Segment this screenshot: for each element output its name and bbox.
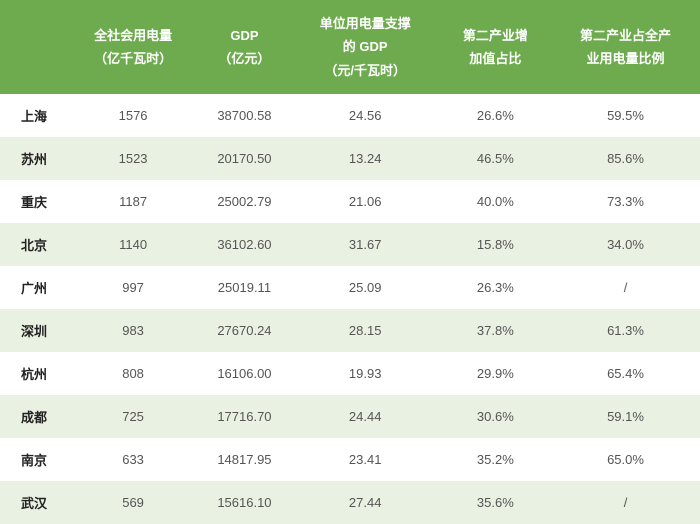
cell-power: 1187 <box>68 180 198 223</box>
cell-city: 武汉 <box>0 481 68 524</box>
col-sec-ind-power: 第二产业占全产业用电量比例 <box>551 0 700 94</box>
cell-power: 1523 <box>68 137 198 180</box>
cell-gdp-per-kwh: 19.93 <box>291 352 440 395</box>
cell-power: 725 <box>68 395 198 438</box>
table-row: 成都72517716.7024.4430.6%59.1% <box>0 395 700 438</box>
cell-sec-ind-power: 73.3% <box>551 180 700 223</box>
cell-sec-ind-power: 61.3% <box>551 309 700 352</box>
cell-power: 983 <box>68 309 198 352</box>
cell-sec-ind-share: 35.2% <box>440 438 551 481</box>
cell-sec-ind-share: 29.9% <box>440 352 551 395</box>
cell-gdp: 36102.60 <box>198 223 291 266</box>
cell-city: 广州 <box>0 266 68 309</box>
table-row: 北京114036102.6031.6715.8%34.0% <box>0 223 700 266</box>
table-row: 广州99725019.1125.0926.3%/ <box>0 266 700 309</box>
cell-gdp: 25002.79 <box>198 180 291 223</box>
cell-gdp: 17716.70 <box>198 395 291 438</box>
cell-city: 北京 <box>0 223 68 266</box>
cell-gdp: 38700.58 <box>198 94 291 137</box>
col-city <box>0 0 68 94</box>
cell-city: 成都 <box>0 395 68 438</box>
cell-gdp: 16106.00 <box>198 352 291 395</box>
cell-gdp: 15616.10 <box>198 481 291 524</box>
cell-gdp-per-kwh: 24.44 <box>291 395 440 438</box>
table-header: 全社会用电量（亿千瓦时） GDP（亿元） 单位用电量支撑的 GDP（元/千瓦时）… <box>0 0 700 94</box>
cell-sec-ind-power: / <box>551 266 700 309</box>
cell-gdp-per-kwh: 27.44 <box>291 481 440 524</box>
table-row: 深圳98327670.2428.1537.8%61.3% <box>0 309 700 352</box>
cell-sec-ind-power: 59.1% <box>551 395 700 438</box>
cell-power: 1576 <box>68 94 198 137</box>
cell-sec-ind-share: 15.8% <box>440 223 551 266</box>
cell-sec-ind-share: 46.5% <box>440 137 551 180</box>
table-row: 重庆118725002.7921.0640.0%73.3% <box>0 180 700 223</box>
cell-power: 569 <box>68 481 198 524</box>
cell-gdp: 20170.50 <box>198 137 291 180</box>
table-row: 南京63314817.9523.4135.2%65.0% <box>0 438 700 481</box>
table-row: 上海157638700.5824.5626.6%59.5% <box>0 94 700 137</box>
cell-gdp-per-kwh: 24.56 <box>291 94 440 137</box>
cell-power: 633 <box>68 438 198 481</box>
cell-sec-ind-power: 65.4% <box>551 352 700 395</box>
cell-gdp-per-kwh: 13.24 <box>291 137 440 180</box>
col-gdp-per-kwh: 单位用电量支撑的 GDP（元/千瓦时） <box>291 0 440 94</box>
cell-sec-ind-power: 65.0% <box>551 438 700 481</box>
col-power: 全社会用电量（亿千瓦时） <box>68 0 198 94</box>
table-row: 苏州152320170.5013.2446.5%85.6% <box>0 137 700 180</box>
table-row: 杭州80816106.0019.9329.9%65.4% <box>0 352 700 395</box>
gdp-power-table: 全社会用电量（亿千瓦时） GDP（亿元） 单位用电量支撑的 GDP（元/千瓦时）… <box>0 0 700 524</box>
cell-sec-ind-share: 37.8% <box>440 309 551 352</box>
cell-power: 1140 <box>68 223 198 266</box>
table-row: 武汉56915616.1027.4435.6%/ <box>0 481 700 524</box>
cell-gdp: 25019.11 <box>198 266 291 309</box>
cell-gdp-per-kwh: 25.09 <box>291 266 440 309</box>
cell-sec-ind-power: 85.6% <box>551 137 700 180</box>
cell-gdp: 14817.95 <box>198 438 291 481</box>
cell-power: 997 <box>68 266 198 309</box>
cell-sec-ind-share: 30.6% <box>440 395 551 438</box>
cell-power: 808 <box>68 352 198 395</box>
cell-sec-ind-power: 59.5% <box>551 94 700 137</box>
cell-sec-ind-power: / <box>551 481 700 524</box>
cell-city: 苏州 <box>0 137 68 180</box>
cell-gdp-per-kwh: 21.06 <box>291 180 440 223</box>
table-body: 上海157638700.5824.5626.6%59.5%苏州152320170… <box>0 94 700 524</box>
cell-sec-ind-share: 26.6% <box>440 94 551 137</box>
col-gdp: GDP（亿元） <box>198 0 291 94</box>
cell-city: 上海 <box>0 94 68 137</box>
cell-sec-ind-share: 35.6% <box>440 481 551 524</box>
cell-city: 南京 <box>0 438 68 481</box>
cell-sec-ind-power: 34.0% <box>551 223 700 266</box>
cell-city: 重庆 <box>0 180 68 223</box>
cell-gdp-per-kwh: 28.15 <box>291 309 440 352</box>
cell-city: 杭州 <box>0 352 68 395</box>
cell-sec-ind-share: 26.3% <box>440 266 551 309</box>
cell-city: 深圳 <box>0 309 68 352</box>
col-sec-ind-share: 第二产业增加值占比 <box>440 0 551 94</box>
cell-gdp: 27670.24 <box>198 309 291 352</box>
cell-sec-ind-share: 40.0% <box>440 180 551 223</box>
cell-gdp-per-kwh: 23.41 <box>291 438 440 481</box>
cell-gdp-per-kwh: 31.67 <box>291 223 440 266</box>
